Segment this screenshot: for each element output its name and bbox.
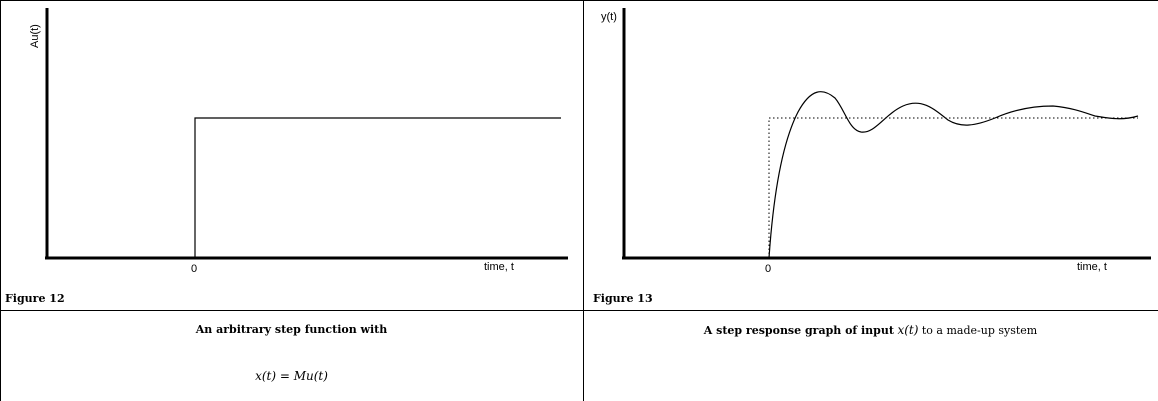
frame-center-divider [583, 0, 584, 401]
input-step-dotted [768, 117, 1138, 258]
caption-text: An arbitrary step function with [195, 323, 388, 336]
origin-tick-label: 0 [765, 263, 771, 275]
frame-caption-divider [0, 310, 1158, 311]
figure-label: Figure 13 [593, 292, 653, 305]
y-axis-label: Au(t) [29, 24, 41, 48]
figure-label: Figure 12 [5, 292, 65, 305]
x-axis-label: time, t [1077, 261, 1107, 273]
response-curve [768, 91, 1139, 259]
y-axis-label: y(t) [601, 11, 617, 23]
frame-top-border [0, 0, 1158, 1]
figure-12-caption: An arbitrary step function with x(t) = M… [0, 323, 583, 383]
x-axis-label: time, t [484, 261, 514, 273]
step-function-curve [194, 117, 561, 258]
origin-tick-label: 0 [191, 263, 197, 275]
frame-left-border [0, 0, 1, 401]
caption-math: x(t) [897, 323, 919, 337]
figure-12-panel: Au(t) 0 time, t Figure 12 [0, 0, 583, 310]
figure-13-panel: y(t) 0 time, t Figure 13 [583, 0, 1158, 310]
caption-bold-text: A step response graph of input [703, 324, 894, 337]
figure-13-caption: A step response graph of input x(t) to a… [583, 323, 1158, 337]
caption-rest-text: to a made-up system [921, 324, 1038, 337]
step-function-plot: Au(t) 0 time, t [29, 8, 568, 275]
step-response-plot: y(t) 0 time, t [601, 8, 1151, 275]
caption-equation: x(t) = Mu(t) [255, 369, 328, 383]
